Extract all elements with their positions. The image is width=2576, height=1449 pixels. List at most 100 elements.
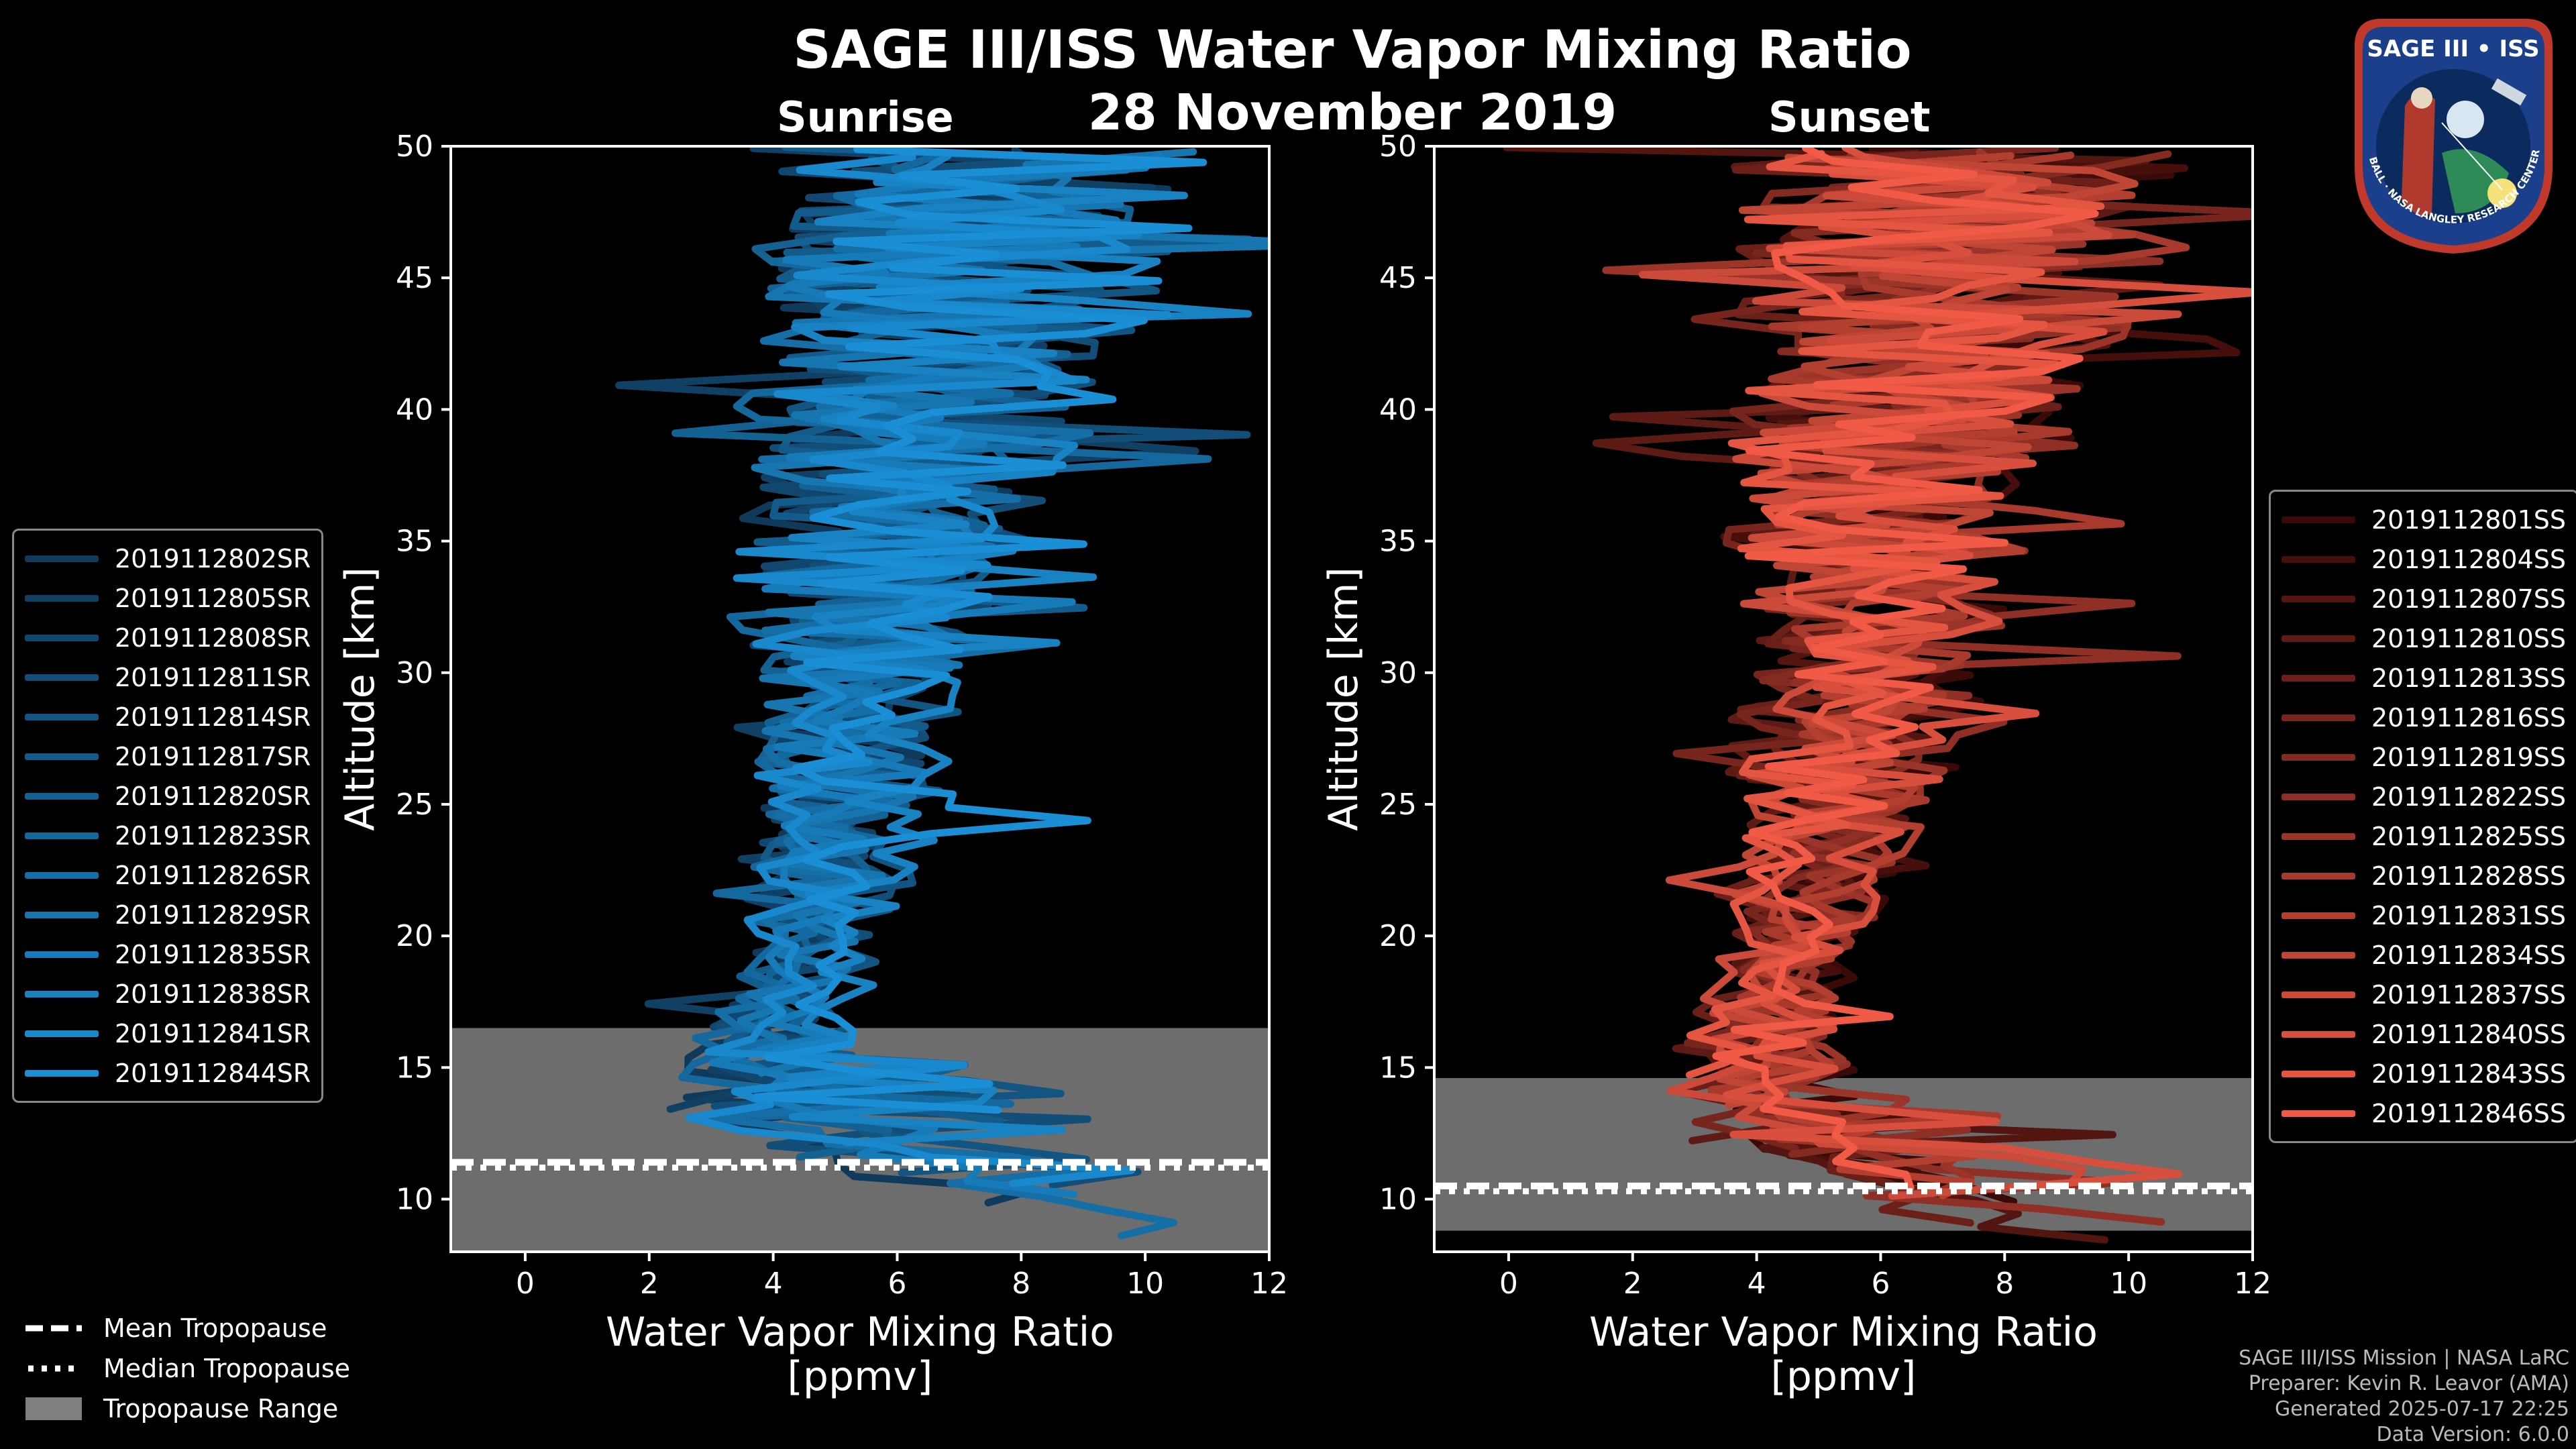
sunset-legend-swatch — [2282, 1110, 2355, 1117]
sunrise-legend-swatch — [25, 1030, 99, 1037]
sunset-ytick-label: 10 — [1379, 1183, 1417, 1217]
tropopause-range-label: Tropopause Range — [103, 1394, 339, 1424]
sunrise-legend-swatch — [25, 1069, 99, 1077]
sunrise-xtick-label: 4 — [764, 1267, 783, 1301]
sunrise-legend-item: 2019112838SR — [25, 974, 311, 1014]
sunrise-legend-label: 2019112808SR — [115, 623, 311, 653]
sunset-legend-swatch — [2282, 1070, 2355, 1077]
sunset-xtick-label: 0 — [1499, 1267, 1518, 1301]
sunset-legend-swatch — [2282, 714, 2355, 721]
sunrise-legend-swatch — [25, 634, 99, 641]
sunset-ytick-label: 30 — [1379, 656, 1417, 690]
sunset-panel-title: Sunset — [1768, 93, 1931, 142]
sunset-legend-item: 2019112810SS — [2282, 619, 2566, 658]
sunrise-xtick-label: 12 — [1250, 1267, 1288, 1301]
sunrise-legend-label: 2019112826SR — [115, 860, 311, 890]
sunset-ytick-label: 50 — [1379, 129, 1417, 164]
sunrise-legend-item: 2019112808SR — [25, 618, 311, 657]
sunrise-legend-item: 2019112811SR — [25, 657, 311, 697]
sunrise-ytick-label: 30 — [396, 656, 433, 690]
sunrise-legend-swatch — [25, 713, 99, 720]
sunrise-xtick-label: 8 — [1012, 1267, 1030, 1301]
sunset-xtick-label: 8 — [1995, 1267, 2014, 1301]
sunset-legend-label: 2019112843SS — [2371, 1059, 2567, 1089]
sunrise-ytick-label: 35 — [396, 525, 433, 559]
sunset-xtick-label: 4 — [1748, 1267, 1766, 1301]
sunrise-legend-label: 2019112823SR — [115, 820, 311, 851]
sunset-legend-item: 2019112819SS — [2282, 737, 2566, 777]
footer-preparer: Preparer: Kevin R. Leavor (AMA) — [2248, 1372, 2569, 1395]
sunrise-chart: 0 2 4 6 8 10 12 10 15 20 25 30 35 40 45 50 Water Vapor M… — [337, 129, 1288, 1400]
sunrise-legend-item: 2019112817SR — [25, 737, 311, 776]
sunset-legend-item: 2019112837SS — [2282, 975, 2566, 1014]
sunrise-legend-swatch — [25, 832, 99, 839]
sunset-ytick-label: 15 — [1379, 1051, 1417, 1085]
legend-tropopause-range: Tropopause Range — [25, 1389, 350, 1429]
sunrise-legend-swatch — [25, 911, 99, 918]
sunset-legend-swatch — [2282, 991, 2355, 998]
logo-title: SAGE III • ISS — [2367, 36, 2539, 62]
sunrise-legend-label: 2019112820SR — [115, 781, 311, 811]
sunset-legend-label: 2019112807SS — [2371, 584, 2567, 614]
sunrise-profile-2019112835SR — [709, 150, 1163, 1198]
sunset-legend-label: 2019112813SS — [2371, 663, 2567, 693]
sunrise-legend-label: 2019112844SR — [115, 1058, 311, 1088]
sunrise-legend-label: 2019112814SR — [115, 702, 311, 732]
footer-credits: SAGE III/ISS Mission | NASA LaRC Prepare… — [2239, 1346, 2569, 1448]
sunset-legend-swatch — [2282, 1030, 2355, 1038]
sunset-legend-label: 2019112828SS — [2371, 861, 2567, 891]
sunrise-ytick-label: 25 — [396, 788, 433, 822]
mean-tropopause-label: Mean Tropopause — [103, 1313, 327, 1343]
sunrise-legend-item: 2019112844SR — [25, 1053, 311, 1093]
sunset-legend-swatch — [2282, 635, 2355, 642]
chart-title: SAGE III/ISS Water Vapor Mixing Ratio — [793, 20, 1912, 80]
sunset-legend-label: 2019112819SS — [2371, 742, 2567, 772]
tropopause-legend: Mean Tropopause Median Tropopause Tropop… — [25, 1308, 350, 1429]
sunrise-legend-label: 2019112829SR — [115, 900, 311, 930]
sunrise-legend-item: 2019112835SR — [25, 934, 311, 974]
sunset-ytick-label: 20 — [1379, 919, 1417, 953]
sunset-ytick-label: 35 — [1379, 525, 1417, 559]
sunset-legend-swatch — [2282, 951, 2355, 959]
sunset-ytick-label: 45 — [1379, 261, 1417, 295]
sunrise-legend-label: 2019112841SR — [115, 1018, 311, 1049]
sunset-legend-item: 2019112831SS — [2282, 896, 2566, 935]
sunrise-panel-title: Sunrise — [777, 93, 954, 142]
sunset-legend-item: 2019112801SS — [2282, 500, 2566, 539]
sunset-legend-swatch — [2282, 912, 2355, 919]
sunset-legend-label: 2019112834SS — [2371, 940, 2567, 970]
sunset-legend-item: 2019112834SS — [2282, 935, 2566, 975]
sunset-legend-label: 2019112822SS — [2371, 782, 2567, 812]
sunrise-legend-item: 2019112820SR — [25, 776, 311, 816]
sunrise-profile-2019112844SR — [753, 146, 1208, 1114]
sunset-plot-frame — [1433, 145, 2254, 1253]
sunset-x-axis-label: [ppmv] — [1771, 1353, 1917, 1400]
sunrise-legend-item: 2019112805SR — [25, 578, 311, 618]
sunset-ytick-label: 25 — [1379, 788, 1417, 822]
sunrise-legend-swatch — [25, 990, 99, 998]
footer-data-version: Data Version: 6.0.0 — [2376, 1423, 2569, 1446]
sunset-legend-swatch — [2282, 793, 2355, 800]
sunrise-xtick-label: 0 — [516, 1267, 535, 1301]
legend-mean-tropopause: Mean Tropopause — [25, 1308, 350, 1348]
sunrise-ytick-label: 15 — [396, 1051, 433, 1085]
sunset-legend-label: 2019112810SS — [2371, 623, 2567, 653]
sunset-legend-item: 2019112813SS — [2282, 658, 2566, 698]
chart-date: 28 November 2019 — [1087, 84, 1617, 142]
sunset-legend-item: 2019112825SS — [2282, 816, 2566, 856]
sunset-plot-area — [1434, 146, 2253, 1244]
sunset-legend-swatch — [2282, 516, 2355, 523]
sunset-legend-item: 2019112843SS — [2282, 1054, 2566, 1093]
sunrise-plot-frame — [449, 145, 1271, 1253]
footer-generated: Generated 2025-07-17 22:25 — [2274, 1397, 2569, 1421]
sunrise-legend-label: 2019112838SR — [115, 979, 311, 1009]
sunrise-xtick-label: 2 — [640, 1267, 659, 1301]
sunset-legend-label: 2019112837SS — [2371, 979, 2567, 1010]
sunrise-legend: 2019112802SR 2019112805SR 2019112808SR 2019… — [12, 529, 324, 1103]
sunset-legend-item: 2019112816SS — [2282, 698, 2566, 737]
sunrise-legend-swatch — [25, 753, 99, 760]
sunrise-ytick-label: 45 — [396, 261, 433, 295]
sunset-chart: 0 2 4 6 8 10 12 10 15 20 25 30 35 40 45 50 Water Vapor M… — [1320, 129, 2271, 1400]
sunrise-legend-label: 2019112805SR — [115, 583, 311, 613]
